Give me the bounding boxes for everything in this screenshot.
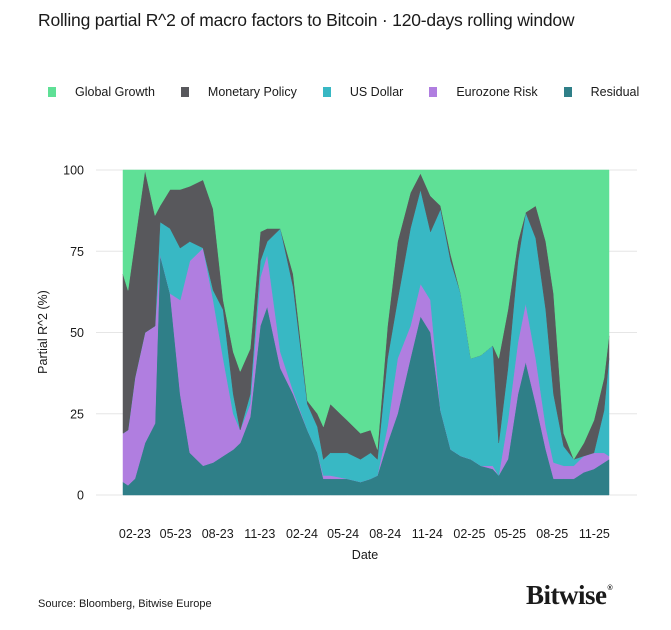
- legend-swatch: [322, 87, 331, 97]
- y-tick-label: 25: [70, 407, 84, 421]
- x-tick-label: 11-24: [412, 527, 443, 541]
- legend-item-residual[interactable]: Residual: [563, 85, 640, 99]
- bitwise-logo: Bitwise®: [526, 580, 613, 611]
- y-axis-ticks: 0 25 50 75 100: [63, 164, 84, 503]
- x-tick-label: 08-24: [369, 527, 401, 541]
- source-note: Source: Bloomberg, Bitwise Europe: [38, 598, 212, 610]
- area-global-growth: [122, 169, 610, 460]
- x-tick-label: 11-25: [579, 527, 610, 541]
- y-axis-label: Partial R^2 (%): [36, 290, 50, 374]
- y-tick-label: 50: [70, 326, 84, 340]
- registered-mark: ®: [607, 585, 613, 592]
- area-series: [122, 169, 610, 496]
- x-tick-label: 05-25: [494, 527, 526, 541]
- legend-label: Residual: [590, 85, 640, 99]
- logo-text: Bitwise: [526, 580, 607, 610]
- x-tick-label: 02-24: [286, 527, 318, 541]
- x-tick-label: 08-25: [536, 527, 568, 541]
- legend-label: Monetary Policy: [207, 85, 297, 99]
- x-axis-ticks: 02-23 05-23 08-23 11-23 02-24 05-24 08-24 11-24…: [119, 527, 610, 541]
- legend-swatch: [563, 87, 572, 97]
- legend-label: Eurozone Risk: [456, 85, 538, 99]
- legend-swatch: [180, 87, 189, 97]
- legend-item-monetary-policy[interactable]: Monetary Policy: [180, 85, 297, 99]
- y-tick-label: 0: [77, 489, 84, 503]
- x-tick-label: 05-24: [327, 527, 359, 541]
- legend-item-eurozone-risk[interactable]: Eurozone Risk: [429, 85, 538, 99]
- legend-label: Global Growth: [75, 85, 155, 99]
- legend: Global Growth Monetary Policy US Dollar …: [48, 85, 665, 99]
- y-tick-label: 75: [70, 245, 84, 259]
- legend-swatch: [429, 87, 438, 97]
- legend-item-us-dollar[interactable]: US Dollar: [322, 85, 404, 99]
- x-tick-label: 08-23: [202, 527, 234, 541]
- chart-title: Rolling partial R^2 of macro factors to …: [38, 10, 575, 30]
- x-tick-label: 02-25: [453, 527, 485, 541]
- x-tick-label: 02-23: [119, 527, 151, 541]
- legend-label: US Dollar: [349, 85, 404, 99]
- x-axis-label: Date: [352, 548, 378, 562]
- legend-swatch: [48, 87, 56, 97]
- x-tick-label: 05-23: [160, 527, 192, 541]
- legend-item-global-growth[interactable]: Global Growth: [48, 85, 155, 99]
- x-tick-label: 11-23: [244, 527, 275, 541]
- y-tick-label: 100: [63, 164, 84, 178]
